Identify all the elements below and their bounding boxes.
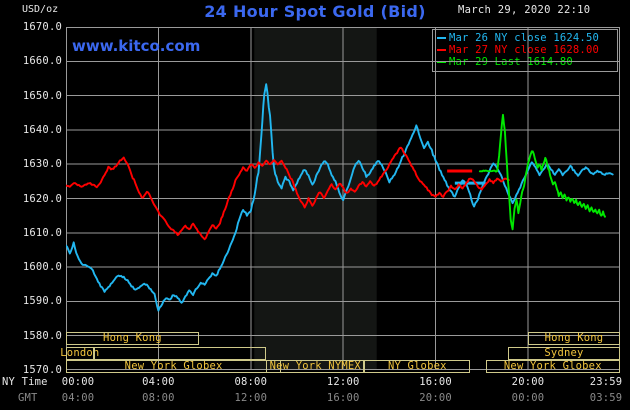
series-line-green — [478, 113, 606, 231]
session-bar — [266, 360, 365, 373]
ny-time-row-label: NY Time — [2, 376, 48, 388]
y-tick-label: 1660.0 — [22, 55, 62, 68]
session-bar — [485, 360, 620, 373]
session-label: Hong Kong — [544, 332, 604, 344]
legend-item-blue: Mar 26 NY close 1624.50 — [437, 32, 614, 44]
legend-item-red: Mar 27 NY close 1628.00 — [437, 44, 614, 56]
legend-swatch-icon — [437, 37, 446, 39]
x-tick-label-ny: 16:00 — [419, 376, 452, 388]
x-tick-label-ny: 08:00 — [234, 376, 268, 388]
series-line-red — [65, 146, 510, 241]
session-bar — [66, 360, 282, 373]
legend-label: Mar 26 NY close 1624.50 — [449, 32, 599, 44]
legend-label: Mar 29 Last 1614.80 — [449, 56, 573, 68]
legend-swatch-icon — [437, 61, 446, 63]
y-tick-label: 1640.0 — [22, 123, 62, 136]
session-label: New York Globex — [503, 360, 602, 372]
y-tick-label: 1670.0 — [22, 21, 62, 33]
series-line-blue — [65, 83, 614, 312]
legend-swatch-icon — [437, 49, 446, 51]
page-title: 24 Hour Spot Gold (Bid) — [204, 2, 426, 21]
y-tick-label: 1580.0 — [22, 329, 62, 342]
legend-label: Mar 27 NY close 1628.00 — [449, 44, 599, 56]
y-axis: 1670.0 1660.0 1650.0 1640.0 1630.0 1620.0 1610… — [0, 0, 62, 410]
x-tick-label-gmt: 08:00 — [142, 392, 175, 404]
x-tick-label-gmt: 16:00 — [326, 392, 360, 404]
session-bar — [527, 332, 620, 345]
session-label: Hong Kong — [103, 332, 162, 344]
x-tick-label-ny: 23:59 — [589, 376, 623, 388]
gmt-row-label: GMT — [18, 392, 38, 404]
x-tick-label-gmt: 12:00 — [234, 392, 268, 404]
kitco-watermark: www.kitco.com — [72, 37, 201, 55]
y-tick-label: 1630.0 — [22, 158, 62, 171]
session-label: New York NYMEX — [269, 360, 361, 372]
x-tick-label-ny: 04:00 — [142, 376, 175, 388]
x-tick-label-ny: 20:00 — [511, 376, 545, 388]
x-tick-label-gmt: 20:00 — [419, 392, 452, 404]
x-tick-label-ny: 00:00 — [61, 376, 95, 388]
y-axis-units-label: USD/oz — [22, 4, 59, 15]
y-tick-label: 1600.0 — [22, 261, 62, 274]
session-label: Sydney — [544, 347, 584, 359]
session-label: London — [60, 347, 100, 359]
timestamp: March 29, 2020 22:10 — [458, 4, 591, 16]
x-tick-label-ny: 12:00 — [326, 376, 360, 388]
y-tick-label: 1650.0 — [22, 89, 62, 102]
session-bar — [93, 347, 267, 360]
session-label: New York Globex — [124, 360, 223, 372]
session-label: NY Globex — [387, 360, 447, 372]
y-tick-label: 1590.0 — [22, 295, 62, 308]
x-tick-label-gmt: 03:59 — [589, 392, 623, 404]
legend: Mar 26 NY close 1624.50 Mar 27 NY close 1… — [432, 29, 618, 72]
legend-item-green: Mar 29 Last 1614.80 — [437, 56, 614, 68]
y-tick-label: 1620.0 — [22, 192, 62, 205]
plot-area — [65, 27, 620, 370]
x-axis: NY Time GMT 00:00 04:00 04:00 08:00 08:00 12:00… — [0, 374, 630, 410]
session-bar — [66, 347, 94, 360]
session-bar — [507, 347, 620, 360]
x-tick-label-gmt: 04:00 — [61, 392, 95, 404]
y-tick-label: 1570.0 — [22, 364, 62, 376]
x-tick-label-gmt: 00:00 — [511, 392, 545, 404]
price-chart-svg — [65, 27, 620, 370]
session-bar — [364, 360, 471, 373]
y-tick-label: 1610.0 — [22, 226, 62, 239]
plot-border — [66, 27, 620, 370]
session-bar — [66, 332, 199, 345]
